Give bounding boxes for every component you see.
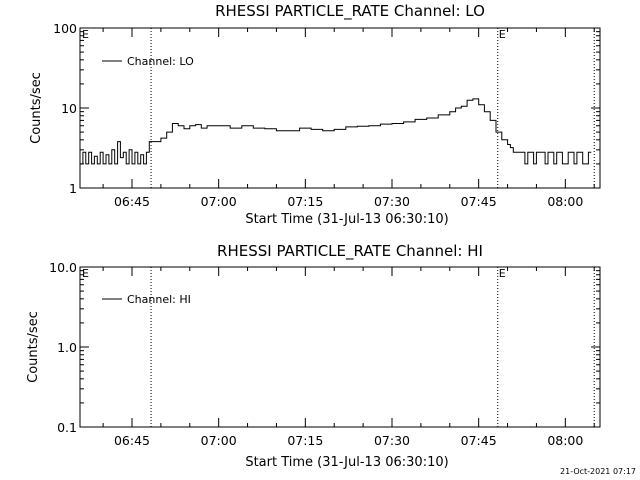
panel-lo-x-tick-label: 08:00 xyxy=(547,194,583,209)
panel-lo-x-tick-label: 07:00 xyxy=(201,194,237,209)
panel-lo-x-tick-label: 07:45 xyxy=(461,194,497,209)
panel-lo-y-tick-label: 100 xyxy=(53,21,77,36)
panel-hi: RHESSI PARTICLE_RATE Channel: HI Counts/… xyxy=(26,242,601,470)
panel-hi-x-tick-label: 07:15 xyxy=(287,433,323,448)
panel-lo-title: RHESSI PARTICLE_RATE Channel: LO xyxy=(215,2,485,21)
panel-hi-event-label: E xyxy=(499,267,506,280)
generated-timestamp: 21-Oct-2021 07:17 xyxy=(560,467,636,476)
panel-lo: RHESSI PARTICLE_RATE Channel: LO Counts/… xyxy=(29,2,601,227)
panel-lo-event-label: E xyxy=(82,28,89,41)
panel-hi-x-tick-label: 08:00 xyxy=(547,433,583,448)
panel-hi-y-tick-label: 10.0 xyxy=(49,260,77,275)
panel-hi-x-axis-label: Start Time (31-Jul-13 06:30:10) xyxy=(245,455,448,470)
panel-hi-y-tick-label: 0.1 xyxy=(57,420,77,435)
panel-hi-legend-label: Channel: HI xyxy=(127,293,191,306)
panel-hi-title: RHESSI PARTICLE_RATE Channel: HI xyxy=(217,242,483,261)
panel-hi-frame xyxy=(79,266,601,428)
panel-hi-event-label: E xyxy=(82,267,89,280)
panel-lo-frame xyxy=(79,27,601,189)
panel-hi-y-tick-label: 1.0 xyxy=(57,340,77,355)
panel-hi-x-tick-label: 06:45 xyxy=(114,433,150,448)
panel-lo-x-tick-label: 07:15 xyxy=(287,194,323,209)
panel-lo-x-axis-label: Start Time (31-Jul-13 06:30:10) xyxy=(245,212,448,227)
panel-lo-y-tick-label: 1 xyxy=(69,181,77,196)
panel-lo-series-line xyxy=(80,98,592,165)
panel-hi-x-tick-label: 07:45 xyxy=(461,433,497,448)
panel-hi-y-axis-label: Counts/sec xyxy=(26,311,41,383)
panel-lo-y-axis-label: Counts/sec xyxy=(29,72,44,144)
panel-lo-x-tick-label: 07:30 xyxy=(374,194,410,209)
panel-hi-x-tick-label: 07:00 xyxy=(201,433,237,448)
panel-lo-event-label: E xyxy=(499,28,506,41)
panel-lo-x-tick-label: 06:45 xyxy=(114,194,150,209)
panel-hi-x-tick-label: 07:30 xyxy=(374,433,410,448)
panel-lo-legend-label: Channel: LO xyxy=(127,55,194,68)
panel-lo-y-tick-label: 10 xyxy=(61,101,77,116)
